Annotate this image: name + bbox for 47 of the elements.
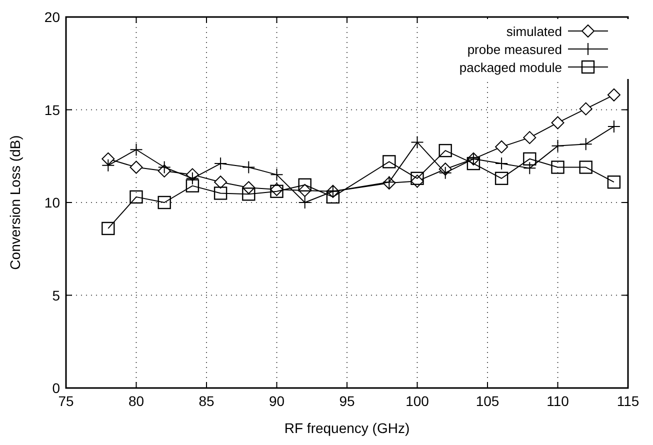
point xyxy=(438,166,452,180)
x-tick-label: 110 xyxy=(546,393,570,409)
point xyxy=(382,155,396,168)
point xyxy=(607,88,620,102)
point xyxy=(494,172,508,185)
point xyxy=(438,144,452,158)
legend-label: simulated xyxy=(506,24,562,39)
point xyxy=(102,222,115,236)
x-tick-label: 100 xyxy=(406,393,430,409)
x-tick-label: 85 xyxy=(198,393,214,409)
y-tick-label: 15 xyxy=(44,102,60,118)
x-tick-label: 105 xyxy=(476,393,500,409)
y-tick-label: 10 xyxy=(44,194,60,210)
point xyxy=(551,160,564,174)
point xyxy=(130,160,143,174)
point xyxy=(158,160,171,174)
point xyxy=(242,188,256,201)
point xyxy=(579,102,592,116)
point xyxy=(523,152,536,166)
x-axis-title: RF frequency (GHz) xyxy=(284,420,410,436)
point xyxy=(523,131,536,144)
point xyxy=(326,190,340,204)
point xyxy=(607,175,621,189)
point xyxy=(551,116,564,130)
point xyxy=(102,152,115,166)
x-tick-label: 90 xyxy=(268,393,285,409)
y-tick-label: 20 xyxy=(44,9,60,25)
x-tick-label: 80 xyxy=(128,393,144,409)
point xyxy=(158,196,171,210)
y-tick-label: 5 xyxy=(52,287,60,304)
point xyxy=(466,156,480,170)
y-axis-title: Conversion Loss (dB) xyxy=(7,135,23,270)
point xyxy=(130,190,143,204)
point xyxy=(186,179,200,192)
legend-label: probe measured xyxy=(467,42,562,57)
x-tick-label: 95 xyxy=(339,393,355,409)
point xyxy=(298,178,312,192)
point xyxy=(410,172,424,185)
point xyxy=(214,186,228,200)
point xyxy=(579,160,592,174)
legend-label: packaged module xyxy=(459,60,562,75)
x-tick-label: 75 xyxy=(58,393,74,409)
x-tick-label: 115 xyxy=(616,393,640,409)
point xyxy=(214,176,228,189)
point xyxy=(495,140,508,154)
y-tick-label: 0 xyxy=(52,380,60,396)
point xyxy=(186,172,199,185)
